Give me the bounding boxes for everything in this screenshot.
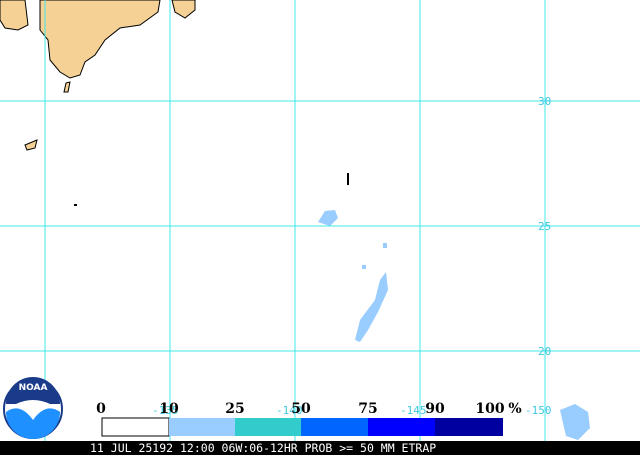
lat-label: 30 — [538, 95, 551, 108]
footer-bar — [0, 441, 640, 455]
island — [318, 210, 338, 226]
logo: NOAA — [3, 377, 63, 439]
legend-tick: 75 — [358, 401, 377, 417]
legend-swatch — [169, 418, 235, 436]
lon-label: -135 — [152, 404, 179, 417]
island — [74, 204, 77, 206]
legend-tick: 10 — [159, 401, 179, 417]
legend-swatch — [435, 418, 503, 436]
lat-label: 25 — [538, 220, 551, 233]
graticule — [0, 0, 640, 441]
legend-tick: 0 — [96, 401, 106, 417]
island — [383, 243, 387, 248]
legend-tick: 100 — [475, 401, 504, 417]
logo-top — [6, 377, 60, 404]
logo-text: NOAA — [19, 383, 48, 393]
legend — [101, 417, 503, 437]
land — [171, 0, 196, 19]
island — [355, 272, 388, 342]
island — [347, 173, 349, 185]
legend-tick: 90 — [425, 401, 445, 417]
lon-label: -145 — [400, 404, 427, 417]
legend-tick: 25 — [225, 401, 244, 417]
footer-text: 11 JUL 25192 12:00 06W:06-12HR PROB >= 5… — [90, 441, 436, 455]
lon-label: -140 — [276, 404, 303, 417]
legend-swatch — [101, 417, 170, 437]
legend-swatch — [301, 418, 368, 436]
land — [0, 0, 29, 31]
land — [39, 0, 161, 79]
land — [63, 81, 71, 93]
legend-tick: 50 — [291, 401, 311, 417]
legend-swatch — [235, 418, 301, 436]
island — [560, 404, 590, 440]
land — [24, 139, 38, 151]
island — [362, 265, 366, 269]
lon-label: -150 — [525, 404, 552, 417]
logo-bottom — [6, 408, 60, 439]
lat-label: 20 — [538, 345, 551, 358]
legend-unit: % — [508, 401, 521, 417]
legend-swatch — [368, 418, 435, 436]
